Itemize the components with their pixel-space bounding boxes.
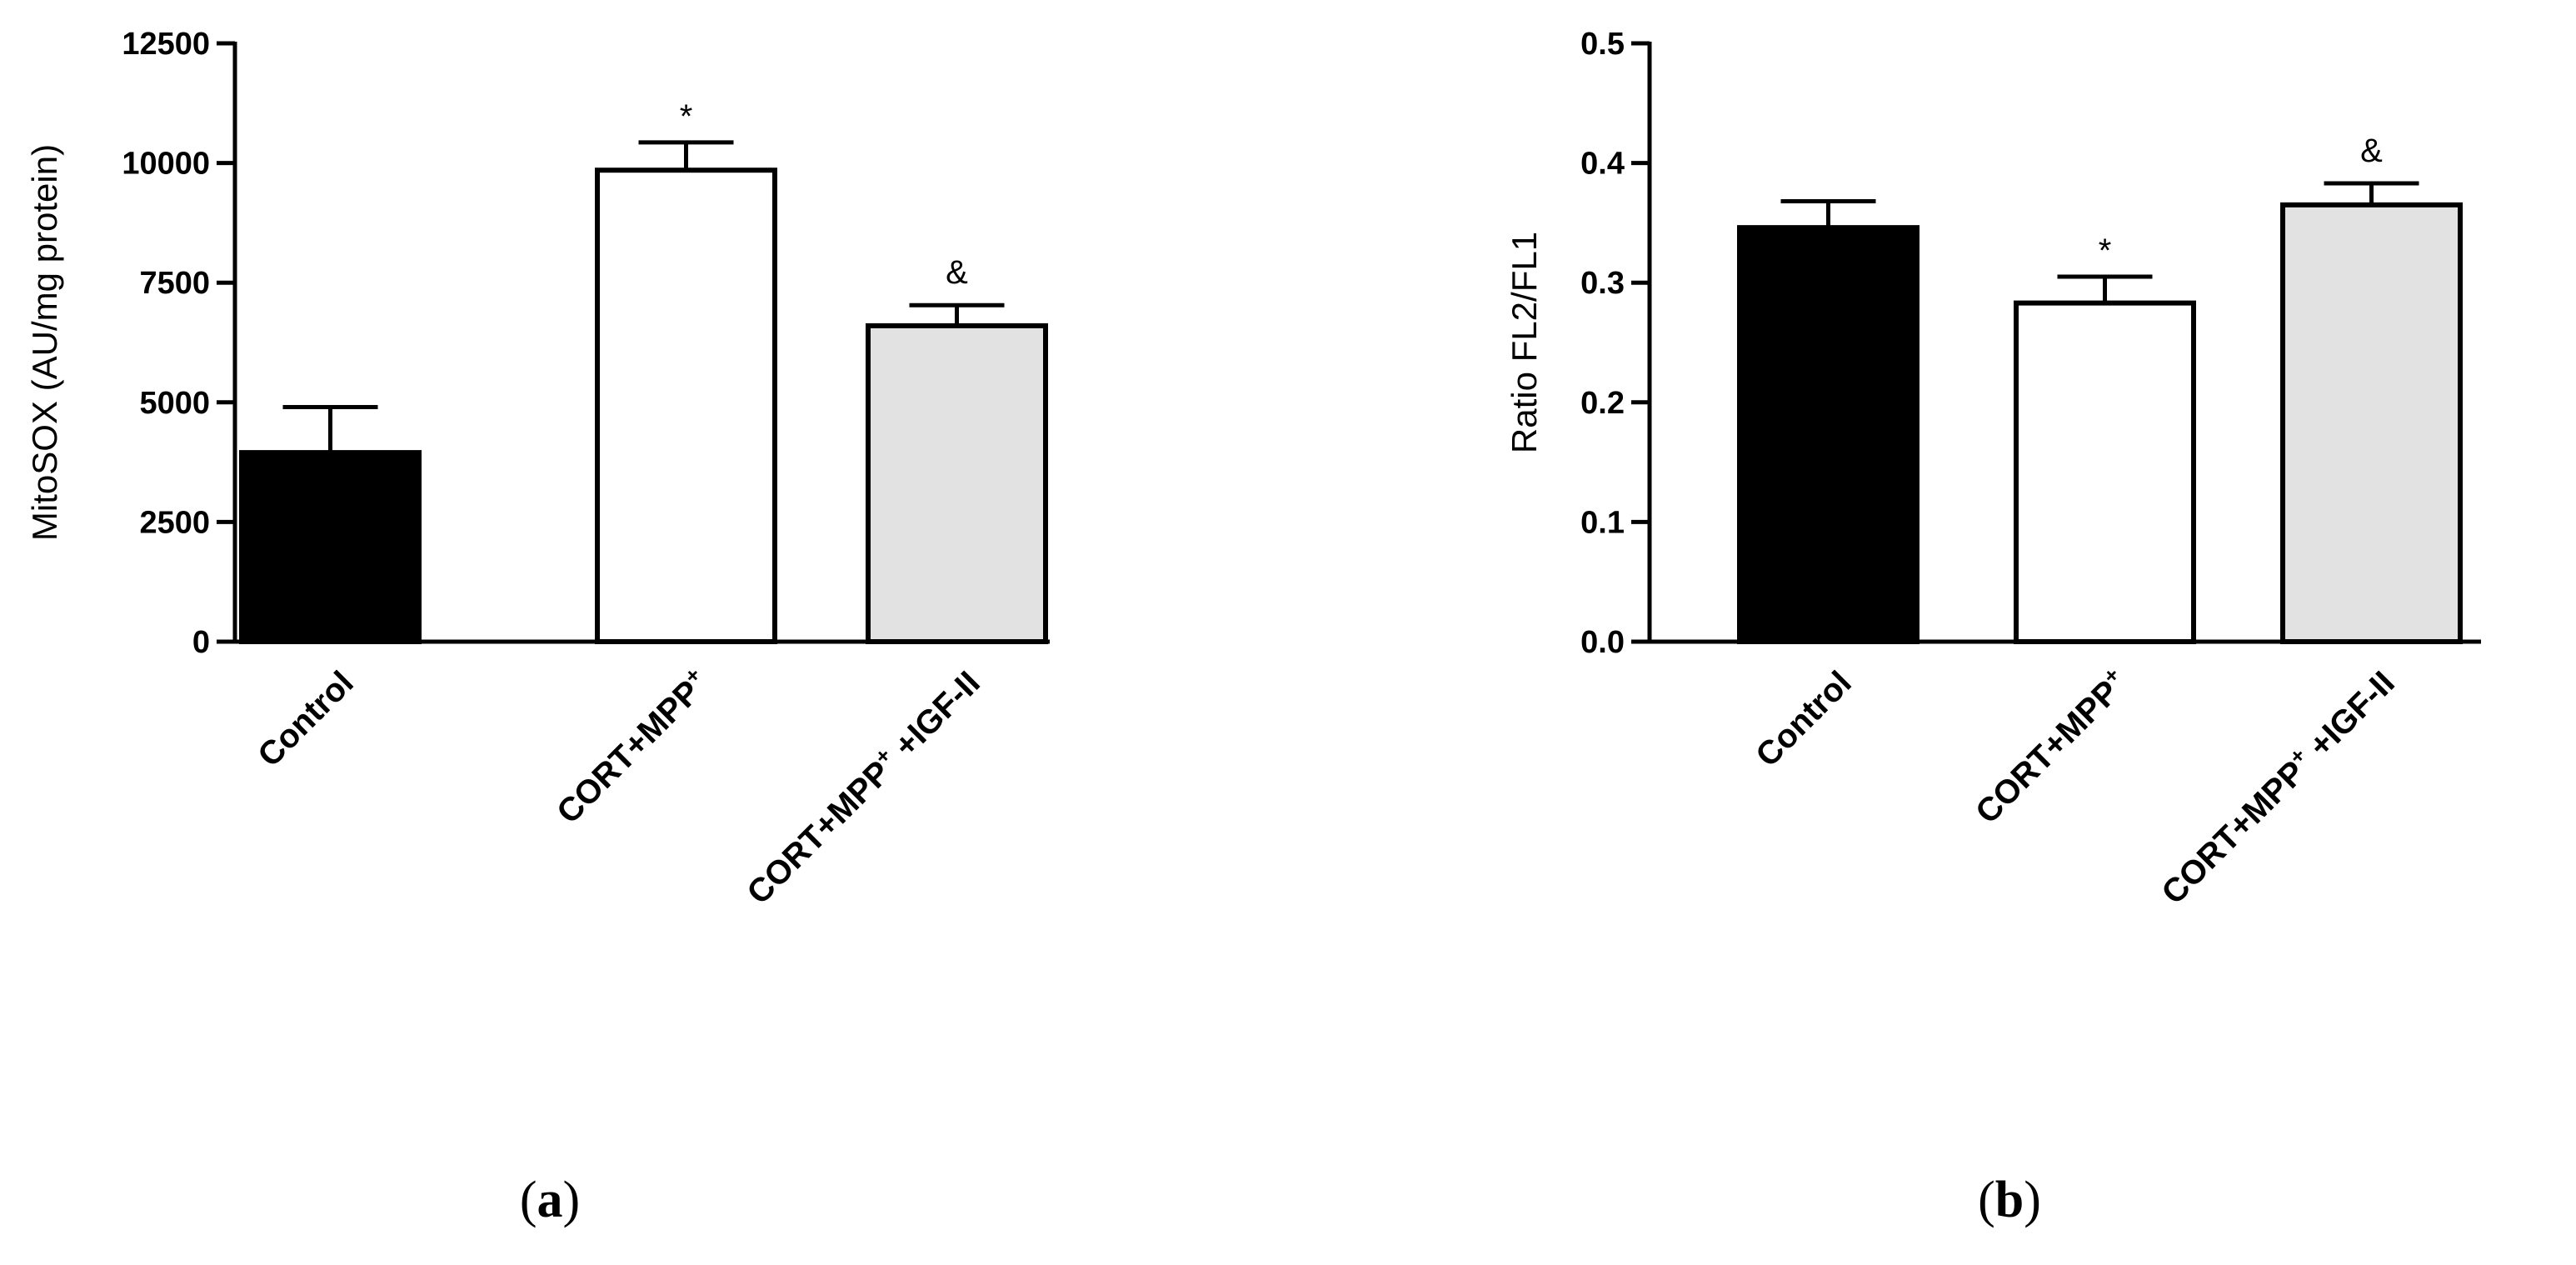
category-label: CORT+MPP+ +IGF-II bbox=[738, 662, 987, 911]
y-axis-title: Ratio FL2/FL1 bbox=[1505, 232, 1544, 453]
panel-label: (b) bbox=[1978, 1172, 2041, 1228]
category-label-base: CORT+MPP bbox=[2154, 754, 2312, 912]
panel-label-open-paren: ( bbox=[520, 1172, 537, 1228]
significance-marker: * bbox=[2099, 232, 2112, 269]
chart-panel-b: 0.0 0.1 0.2 0.3 0.4 0.5 Ratio FL2/FL1 Control * C… bbox=[1505, 27, 2481, 1228]
y-tick-label: 0.2 bbox=[1580, 386, 1625, 421]
bar bbox=[2280, 202, 2463, 645]
y-tick-label: 0.1 bbox=[1580, 505, 1625, 540]
y-tick-label: 12500 bbox=[122, 27, 210, 62]
significance-marker: & bbox=[2360, 132, 2383, 169]
category-label: CORT+MPP+ +IGF-II bbox=[2153, 662, 2402, 911]
y-tick-label: 0 bbox=[192, 625, 210, 660]
y-tick-label: 7500 bbox=[139, 266, 210, 301]
category-label-base: CORT+MPP bbox=[740, 754, 897, 912]
y-tick-label: 0.3 bbox=[1580, 266, 1625, 301]
category-label-base: Control bbox=[1749, 664, 1859, 774]
y-tick-label: 0.0 bbox=[1580, 625, 1625, 660]
category-label-suffix: +IGF-II bbox=[881, 664, 987, 771]
panel-label-close-paren: ) bbox=[2024, 1172, 2041, 1228]
category-label: CORT+MPP+ bbox=[1966, 662, 2135, 831]
bar bbox=[866, 322, 1048, 644]
y-tick-label: 0.5 bbox=[1580, 27, 1625, 62]
chart-panel-a: 0 2500 5000 7500 10000 12500 MitoSOX (AU/mg pr… bbox=[25, 27, 1050, 1228]
panel-label: (a) bbox=[520, 1172, 580, 1228]
category-label: Control bbox=[251, 664, 361, 774]
y-tick-label: 10000 bbox=[122, 147, 210, 182]
category-label-suffix: +IGF-II bbox=[2295, 664, 2402, 771]
bar bbox=[2014, 300, 2196, 644]
category-label: Control bbox=[1749, 664, 1859, 774]
significance-marker: & bbox=[946, 254, 968, 291]
panel-label-letter: b bbox=[1995, 1172, 2024, 1228]
category-label-base: Control bbox=[251, 664, 361, 774]
y-tick-label: 2500 bbox=[139, 505, 210, 540]
significance-marker: * bbox=[680, 98, 693, 135]
bar bbox=[239, 450, 422, 644]
bar bbox=[595, 168, 777, 644]
category-label-base: CORT+MPP bbox=[1969, 673, 2126, 831]
y-tick-label: 0.4 bbox=[1580, 147, 1625, 182]
y-tick-label: 5000 bbox=[139, 386, 210, 421]
category-label: CORT+MPP+ bbox=[547, 662, 716, 831]
category-label-base: CORT+MPP bbox=[550, 673, 707, 831]
panel-label-open-paren: ( bbox=[1978, 1172, 1995, 1228]
panel-label-letter: a bbox=[537, 1172, 563, 1228]
bar bbox=[1737, 225, 1920, 644]
y-axis-title: MitoSOX (AU/mg protein) bbox=[25, 144, 64, 541]
panel-label-close-paren: ) bbox=[563, 1172, 581, 1228]
